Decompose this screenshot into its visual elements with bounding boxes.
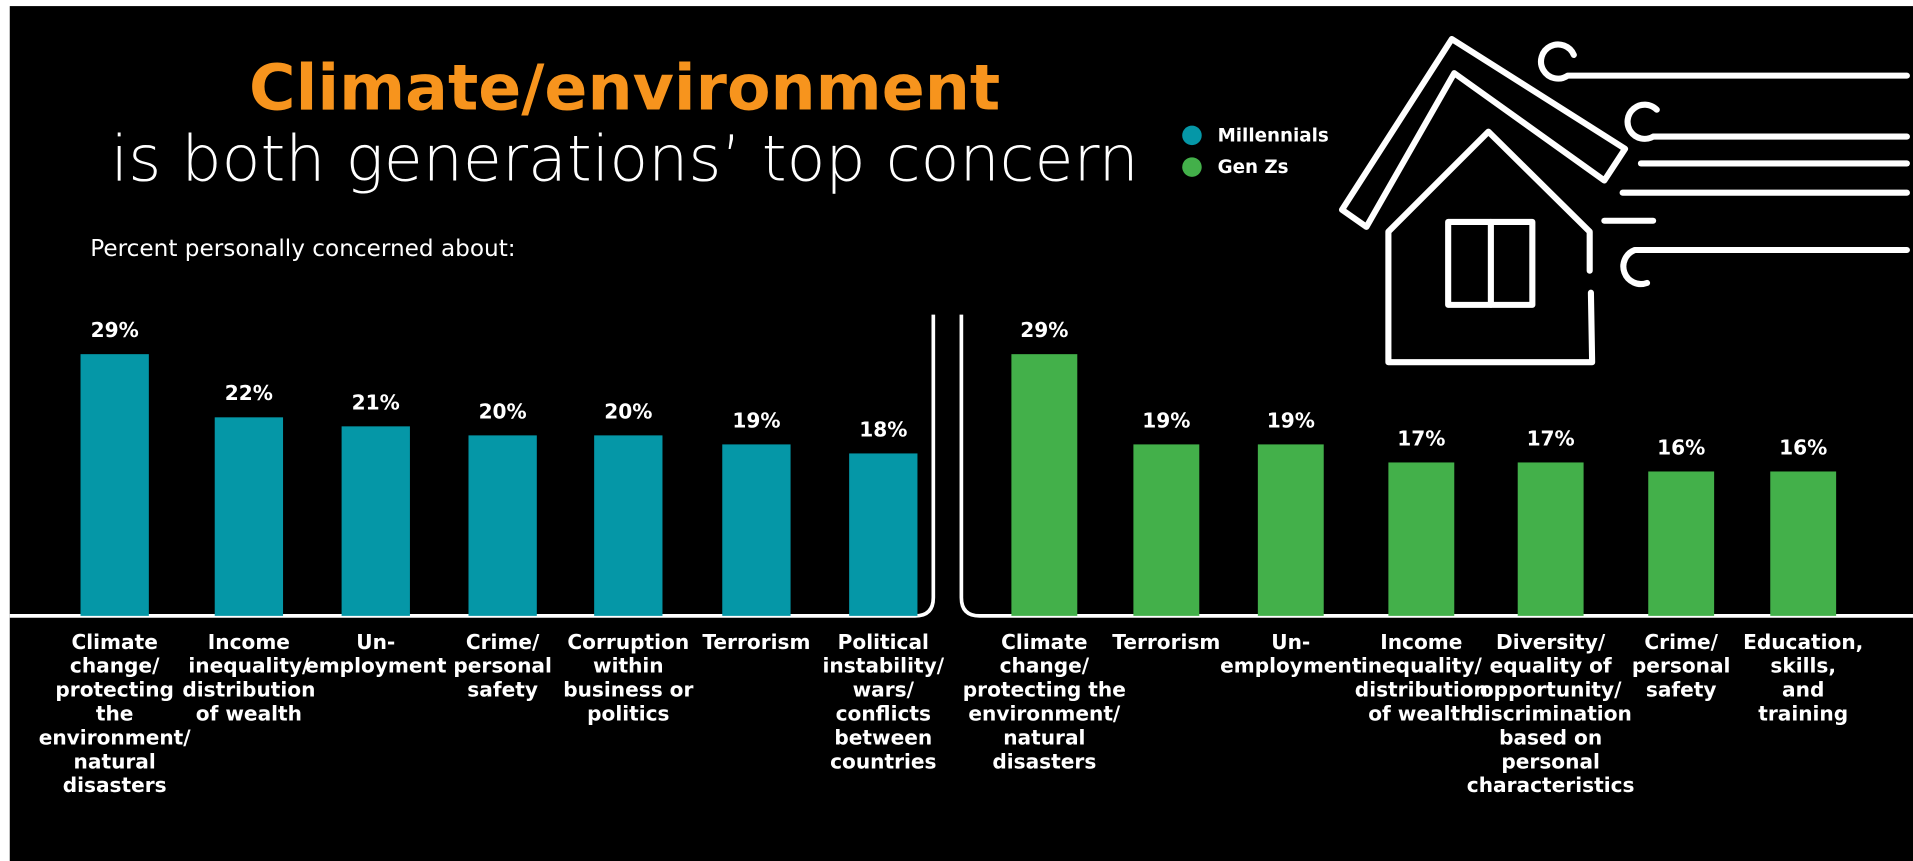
bar <box>80 354 149 616</box>
roof <box>1338 35 1629 230</box>
bar <box>1388 462 1455 616</box>
subtitle: Percent personally concerned about: <box>90 235 515 262</box>
wind <box>1620 246 1910 288</box>
bar <box>849 453 918 616</box>
legend-swatch <box>1182 125 1202 146</box>
bar <box>1011 354 1078 616</box>
x-tick-label: Terrorism <box>1112 630 1220 654</box>
x-tick-label: Climate change/protecting the environment/… <box>963 630 1126 774</box>
value-label: 17% <box>1397 426 1445 450</box>
bar <box>1257 444 1324 616</box>
bar <box>341 426 410 616</box>
title-highlight: Climate/environment <box>249 51 1000 125</box>
bar <box>722 444 791 616</box>
legend-swatch <box>1182 157 1202 177</box>
wind <box>1624 101 1910 142</box>
bar <box>1517 462 1584 616</box>
bar <box>214 417 284 616</box>
bar <box>1648 471 1715 616</box>
value-label: 20% <box>604 399 652 423</box>
bar <box>468 435 537 616</box>
x-tick-label: Climate change/protecting the environment/n… <box>39 630 192 797</box>
chart-title: is both generations’ top concern <box>111 122 1139 196</box>
x-tick-label: Terrorism <box>702 630 810 654</box>
x-tick-label: Corruption within business or politics <box>563 630 693 726</box>
legend-label: Gen Zs <box>1218 157 1289 178</box>
legend-label: Millennials <box>1218 125 1329 146</box>
x-tick-label: Income inequality/distribution of wealth <box>1355 630 1488 726</box>
value-label: 19% <box>1142 408 1190 432</box>
house <box>1385 128 1596 366</box>
value-label: 17% <box>1527 426 1575 450</box>
value-label: 20% <box>479 399 527 423</box>
value-label: 19% <box>732 408 780 432</box>
value-label: 19% <box>1267 408 1315 432</box>
value-label: 16% <box>1657 435 1705 459</box>
value-label: 22% <box>225 381 273 405</box>
wind <box>1537 41 1910 82</box>
value-label: 21% <box>352 390 400 414</box>
x-tick-label: Political instability/wars/conflicts betwe… <box>823 630 945 774</box>
value-label: 18% <box>859 417 907 441</box>
x-tick-label: Un-employment <box>305 630 447 678</box>
x-tick-label: Income inequality/distribution of wealth <box>182 630 315 726</box>
house-icon <box>1338 35 1910 366</box>
x-tick-label: Crime/personal safety <box>1632 630 1731 702</box>
bar <box>1133 444 1200 616</box>
bar <box>594 435 663 616</box>
right-axis <box>959 314 1913 618</box>
value-label: 29% <box>1020 318 1068 342</box>
bar <box>1770 471 1837 616</box>
x-tick-label: Un-employment <box>1220 630 1362 678</box>
value-label: 29% <box>91 318 139 342</box>
legend: Millennials Gen Zs <box>1182 125 1329 178</box>
x-tick-label: Crime/personal safety <box>453 630 552 702</box>
x-tick-label: Diversity/equality of opportunity/discrim… <box>1467 630 1635 797</box>
value-label: 16% <box>1779 435 1827 459</box>
x-tick-label: Education, skills, and training <box>1743 630 1863 726</box>
